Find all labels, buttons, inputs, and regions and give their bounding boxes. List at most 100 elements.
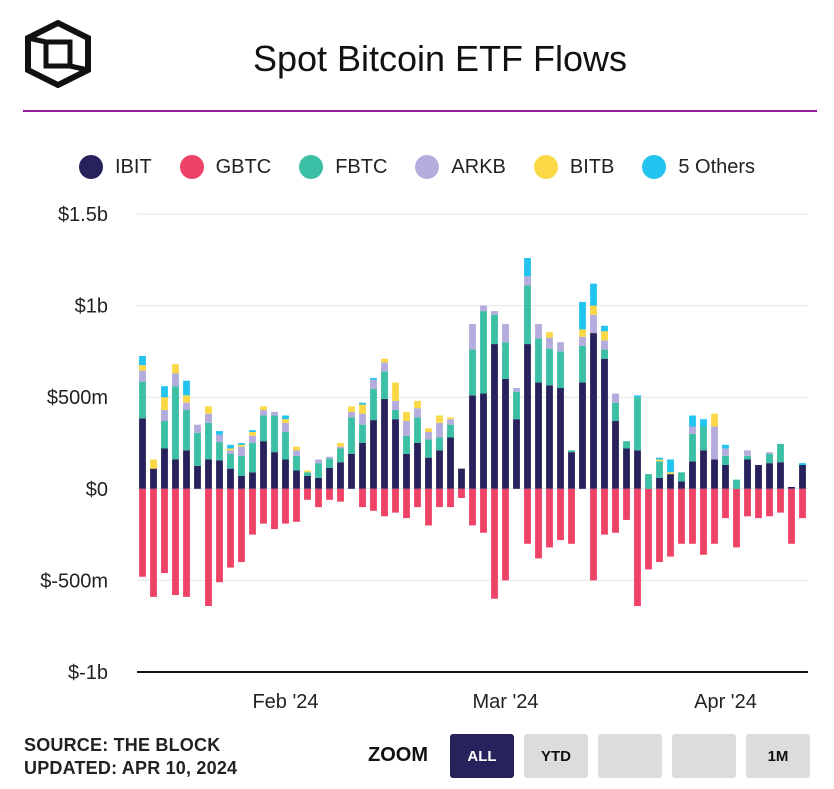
bar-segment-fbtc[interactable] [469, 349, 476, 396]
bar-segment-fbtc[interactable] [359, 424, 366, 443]
bar-segment-gbtc[interactable] [183, 488, 190, 597]
bar-segment-ibit[interactable] [469, 395, 476, 489]
bar-segment-fbtc[interactable] [315, 463, 322, 478]
bar-segment-gbtc[interactable] [216, 488, 223, 583]
bar-segment-ibit[interactable] [348, 453, 355, 489]
bar-segment-gbtc[interactable] [601, 488, 608, 535]
bar-segment-fbtc[interactable] [634, 397, 641, 451]
bar-segment-fbtc[interactable] [161, 421, 168, 449]
bar-segment-5-others[interactable] [634, 395, 641, 398]
bar-segment-fbtc[interactable] [381, 371, 388, 400]
bar-segment-fbtc[interactable] [645, 474, 652, 489]
bar-segment-5-others[interactable] [139, 355, 146, 366]
bar-segment-gbtc[interactable] [359, 488, 366, 508]
bar-segment-gbtc[interactable] [634, 488, 641, 607]
bar-segment-arkb[interactable] [337, 446, 344, 449]
bar-segment-gbtc[interactable] [788, 488, 795, 544]
bar-segment-gbtc[interactable] [414, 488, 421, 508]
bar-segment-fbtc[interactable] [249, 443, 256, 473]
bar-segment-ibit[interactable] [139, 418, 146, 489]
bar-segment-arkb[interactable] [766, 452, 773, 454]
bar-segment-bitb[interactable] [601, 331, 608, 341]
bar-segment-5-others[interactable] [370, 377, 377, 380]
bar-segment-bitb[interactable] [293, 446, 300, 451]
bar-segment-ibit[interactable] [667, 474, 674, 489]
bar-segment-bitb[interactable] [667, 472, 674, 475]
bar-segment-ibit[interactable] [513, 419, 520, 489]
bar-segment-bitb[interactable] [139, 365, 146, 371]
bar-segment-arkb[interactable] [557, 342, 564, 352]
bar-segment-gbtc[interactable] [150, 488, 157, 597]
bar-segment-ibit[interactable] [480, 393, 487, 489]
bar-segment-ibit[interactable] [403, 453, 410, 489]
bar-segment-gbtc[interactable] [667, 488, 674, 557]
bar-segment-ibit[interactable] [634, 450, 641, 489]
bar-segment-ibit[interactable] [777, 462, 784, 489]
bar-segment-fbtc[interactable] [744, 455, 751, 460]
bar-segment-5-others[interactable] [216, 431, 223, 435]
bar-segment-arkb[interactable] [513, 388, 520, 392]
bar-segment-arkb[interactable] [359, 413, 366, 425]
bar-segment-arkb[interactable] [282, 422, 289, 433]
bar-segment-fbtc[interactable] [447, 424, 454, 438]
bar-segment-fbtc[interactable] [480, 311, 487, 394]
bar-segment-ibit[interactable] [557, 388, 564, 489]
bar-segment-ibit[interactable] [392, 419, 399, 489]
bar-segment-fbtc[interactable] [612, 402, 619, 422]
bar-segment-ibit[interactable] [766, 463, 773, 489]
bar-segment-arkb[interactable] [590, 314, 597, 334]
bar-segment-bitb[interactable] [590, 305, 597, 315]
bar-segment-bitb[interactable] [183, 395, 190, 403]
bar-segment-5-others[interactable] [359, 402, 366, 405]
bar-segment-fbtc[interactable] [282, 432, 289, 460]
bar-segment-gbtc[interactable] [568, 488, 575, 544]
bar-segment-bitb[interactable] [546, 332, 553, 338]
bar-segment-fbtc[interactable] [733, 479, 740, 489]
bar-segment-gbtc[interactable] [293, 488, 300, 522]
bar-segment-ibit[interactable] [579, 382, 586, 489]
bar-segment-ibit[interactable] [623, 448, 630, 489]
bar-segment-bitb[interactable] [403, 411, 410, 422]
bar-segment-fbtc[interactable] [546, 348, 553, 386]
bar-segment-gbtc[interactable] [502, 488, 509, 581]
bar-segment-fbtc[interactable] [579, 345, 586, 383]
bar-segment-5-others[interactable] [282, 415, 289, 420]
bar-segment-fbtc[interactable] [491, 314, 498, 345]
bar-segment-bitb[interactable] [414, 400, 421, 409]
bar-segment-gbtc[interactable] [689, 488, 696, 544]
bar-segment-ibit[interactable] [183, 450, 190, 489]
bar-segment-arkb[interactable] [403, 421, 410, 436]
bar-segment-ibit[interactable] [150, 468, 157, 489]
bar-segment-arkb[interactable] [612, 393, 619, 403]
bar-segment-gbtc[interactable] [557, 488, 564, 541]
bar-segment-ibit[interactable] [271, 452, 278, 489]
bar-segment-fbtc[interactable] [370, 388, 377, 421]
bar-segment-arkb[interactable] [392, 400, 399, 411]
bar-segment-bitb[interactable] [161, 397, 168, 411]
bar-segment-gbtc[interactable] [238, 488, 245, 563]
zoom-button-all[interactable]: ALL [450, 734, 514, 778]
bar-segment-bitb[interactable] [392, 382, 399, 401]
bar-segment-fbtc[interactable] [260, 415, 267, 442]
bar-segment-arkb[interactable] [271, 411, 278, 416]
bar-segment-arkb[interactable] [326, 456, 333, 459]
legend-item-bitb[interactable]: BITB [533, 155, 614, 179]
bar-segment-arkb[interactable] [172, 373, 179, 387]
bar-segment-fbtc[interactable] [689, 433, 696, 462]
bar-segment-5-others[interactable] [227, 444, 234, 449]
bar-segment-fbtc[interactable] [678, 472, 685, 482]
bar-segment-gbtc[interactable] [612, 488, 619, 533]
bar-segment-fbtc[interactable] [183, 410, 190, 451]
bar-segment-bitb[interactable] [711, 413, 718, 427]
bar-segment-ibit[interactable] [249, 472, 256, 489]
bar-segment-ibit[interactable] [315, 477, 322, 489]
bar-segment-ibit[interactable] [711, 459, 718, 489]
bar-segment-5-others[interactable] [249, 430, 256, 433]
bar-segment-gbtc[interactable] [480, 488, 487, 533]
bar-segment-gbtc[interactable] [656, 488, 663, 563]
bar-segment-arkb[interactable] [238, 446, 245, 456]
bar-segment-5-others[interactable] [656, 457, 663, 460]
bar-segment-gbtc[interactable] [249, 488, 256, 535]
bar-segment-arkb[interactable] [293, 450, 300, 456]
bar-segment-gbtc[interactable] [645, 488, 652, 570]
